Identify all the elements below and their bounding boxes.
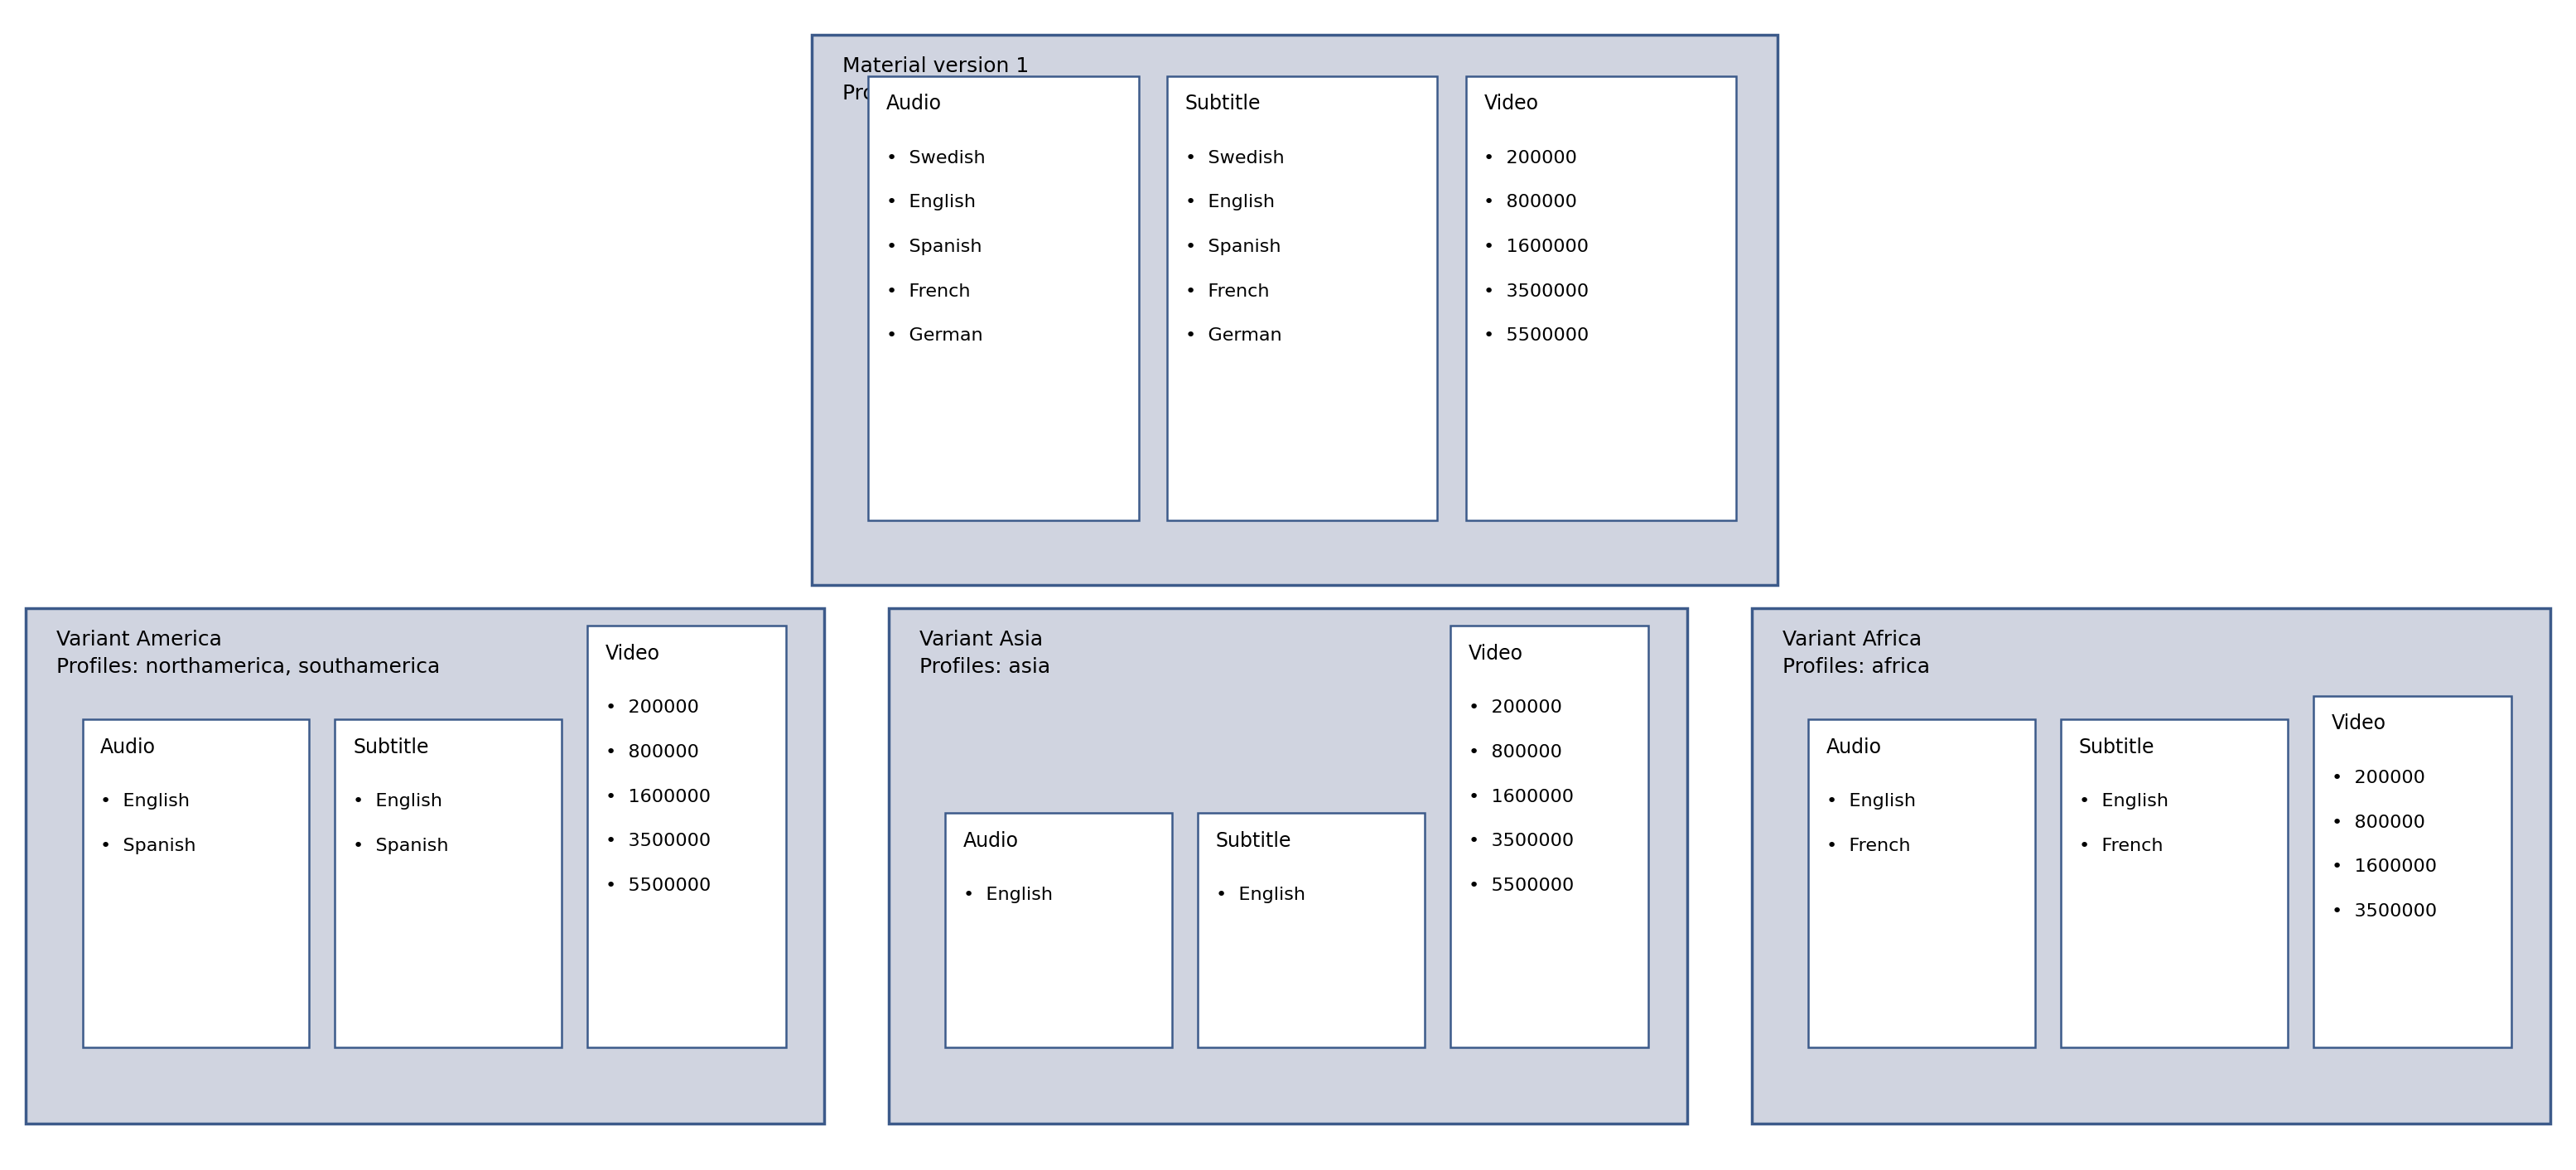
FancyBboxPatch shape <box>811 35 1777 585</box>
Text: •  Swedish: • Swedish <box>1185 150 1283 166</box>
Text: •  1600000: • 1600000 <box>2331 859 2437 875</box>
Text: Audio: Audio <box>1826 737 1883 757</box>
Text: Subtitle: Subtitle <box>353 737 428 757</box>
FancyBboxPatch shape <box>82 720 309 1047</box>
Text: •  800000: • 800000 <box>1468 744 1561 761</box>
FancyBboxPatch shape <box>26 608 824 1123</box>
Text: •  Swedish: • Swedish <box>886 150 984 166</box>
Text: •  5500000: • 5500000 <box>1468 878 1574 894</box>
Text: Variant Africa
Profiles: africa: Variant Africa Profiles: africa <box>1783 629 1929 677</box>
Text: Subtitle: Subtitle <box>2079 737 2154 757</box>
Text: •  English: • English <box>1826 793 1917 810</box>
Text: Subtitle: Subtitle <box>1185 94 1260 113</box>
Text: •  5500000: • 5500000 <box>1484 328 1589 344</box>
Text: •  Spanish: • Spanish <box>353 838 448 854</box>
FancyBboxPatch shape <box>1466 76 1736 521</box>
FancyBboxPatch shape <box>889 608 1687 1123</box>
Text: •  English: • English <box>1216 887 1306 903</box>
Text: Audio: Audio <box>963 831 1020 851</box>
Text: •  English: • English <box>2079 793 2169 810</box>
Text: Subtitle: Subtitle <box>1216 831 1291 851</box>
Text: •  200000: • 200000 <box>605 700 698 716</box>
Text: Video: Video <box>1468 644 1522 663</box>
FancyBboxPatch shape <box>2061 720 2287 1047</box>
FancyBboxPatch shape <box>868 76 1139 521</box>
Text: •  1600000: • 1600000 <box>605 789 711 805</box>
Text: Video: Video <box>605 644 659 663</box>
Text: •  1600000: • 1600000 <box>1484 239 1589 255</box>
FancyBboxPatch shape <box>1808 720 2035 1047</box>
FancyBboxPatch shape <box>587 626 786 1047</box>
Text: •  200000: • 200000 <box>1468 700 1561 716</box>
FancyBboxPatch shape <box>1450 626 1649 1047</box>
FancyBboxPatch shape <box>1198 813 1425 1047</box>
Text: Audio: Audio <box>100 737 157 757</box>
FancyBboxPatch shape <box>335 720 562 1047</box>
Text: •  French: • French <box>1826 838 1911 854</box>
Text: Variant America
Profiles: northamerica, southamerica: Variant America Profiles: northamerica, … <box>57 629 440 677</box>
Text: •  English: • English <box>353 793 443 810</box>
Text: •  200000: • 200000 <box>1484 150 1577 166</box>
Text: •  Spanish: • Spanish <box>1185 239 1280 255</box>
Text: •  5500000: • 5500000 <box>605 878 711 894</box>
Text: •  3500000: • 3500000 <box>605 833 711 849</box>
Text: Video: Video <box>2331 714 2385 734</box>
Text: •  800000: • 800000 <box>2331 814 2424 831</box>
Text: •  Spanish: • Spanish <box>100 838 196 854</box>
Text: •  English: • English <box>1185 194 1275 211</box>
FancyBboxPatch shape <box>1167 76 1437 521</box>
Text: Video: Video <box>1484 94 1538 113</box>
Text: •  French: • French <box>2079 838 2164 854</box>
Text: •  3500000: • 3500000 <box>1484 283 1589 300</box>
Text: •  English: • English <box>100 793 191 810</box>
Text: Material version 1
Profiles: default: Material version 1 Profiles: default <box>842 56 1028 104</box>
Text: •  Spanish: • Spanish <box>886 239 981 255</box>
FancyBboxPatch shape <box>1752 608 2550 1123</box>
Text: Variant Asia
Profiles: asia: Variant Asia Profiles: asia <box>920 629 1051 677</box>
Text: •  English: • English <box>886 194 976 211</box>
Text: •  1600000: • 1600000 <box>1468 789 1574 805</box>
Text: •  English: • English <box>963 887 1054 903</box>
Text: •  German: • German <box>1185 328 1283 344</box>
Text: •  French: • French <box>1185 283 1270 300</box>
Text: •  3500000: • 3500000 <box>2331 903 2437 920</box>
FancyBboxPatch shape <box>945 813 1172 1047</box>
Text: Audio: Audio <box>886 94 943 113</box>
Text: •  French: • French <box>886 283 971 300</box>
FancyBboxPatch shape <box>2313 696 2512 1047</box>
Text: •  800000: • 800000 <box>605 744 698 761</box>
Text: •  German: • German <box>886 328 984 344</box>
Text: •  200000: • 200000 <box>2331 770 2424 786</box>
Text: •  3500000: • 3500000 <box>1468 833 1574 849</box>
Text: •  800000: • 800000 <box>1484 194 1577 211</box>
